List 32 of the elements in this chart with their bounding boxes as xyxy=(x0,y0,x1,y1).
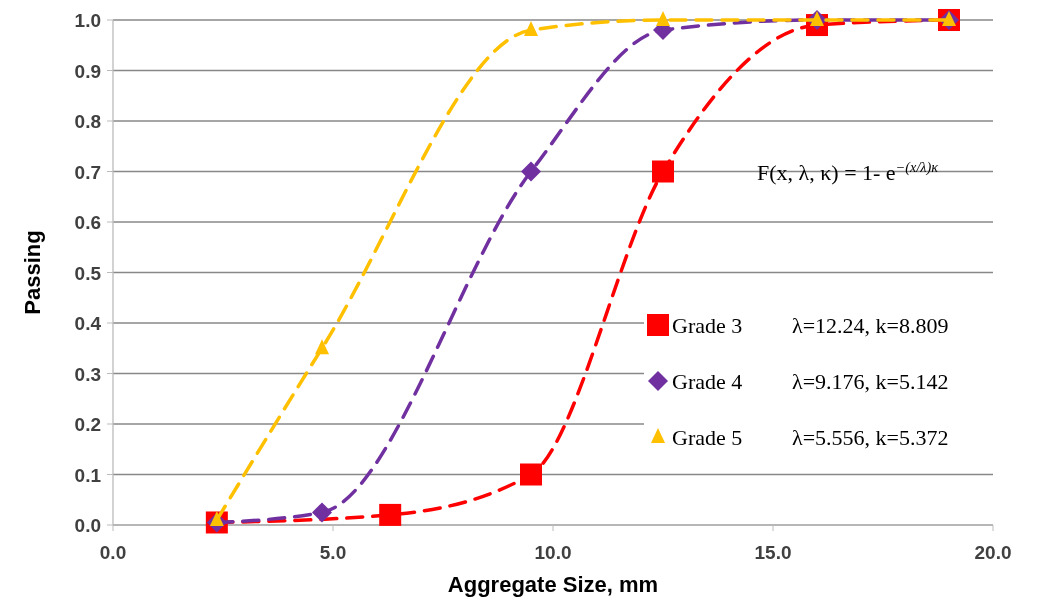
x-axis-title: Aggregate Size, mm xyxy=(447,572,659,597)
annotation: λ=12.24, k=8.809 xyxy=(792,313,949,338)
y-tick-label: 0.6 xyxy=(74,212,101,233)
x-tick-label: 10.0 xyxy=(534,542,572,563)
y-tick-label: 0.4 xyxy=(74,313,102,334)
legend-label: Grade 4 xyxy=(672,369,743,394)
x-tick-label: 0.0 xyxy=(99,542,127,563)
point xyxy=(524,21,538,37)
point xyxy=(379,503,402,526)
legend-label: Grade 5 xyxy=(672,425,743,450)
point xyxy=(656,11,670,26)
annotation: λ=5.556, k=5.372 xyxy=(792,425,949,450)
x-tick-label: 20.0 xyxy=(974,542,1012,563)
point xyxy=(521,161,541,182)
y-tick-label: 0.8 xyxy=(74,111,101,132)
x-tick-label: 5.0 xyxy=(319,542,347,563)
y-tick-label: 0.1 xyxy=(74,464,102,486)
y-tick-label: 0.7 xyxy=(74,161,101,183)
point xyxy=(312,502,332,523)
y-tick-label: 0.3 xyxy=(74,363,101,385)
y-tick-label: 0.5 xyxy=(74,262,102,284)
y-axis-title: Passing xyxy=(20,230,45,315)
point xyxy=(652,160,674,183)
legend-label: Grade 3 xyxy=(672,313,743,338)
y-tick-label: 0.0 xyxy=(74,515,101,536)
point xyxy=(520,463,542,486)
annotation: λ=9.176, k=5.142 xyxy=(792,369,949,394)
x-tick-label: 15.0 xyxy=(754,542,792,563)
y-tick-label: 1.0 xyxy=(74,10,101,31)
point xyxy=(315,339,329,355)
y-tick-label: 0.2 xyxy=(74,414,101,435)
y-tick-label: 0.9 xyxy=(74,60,101,82)
